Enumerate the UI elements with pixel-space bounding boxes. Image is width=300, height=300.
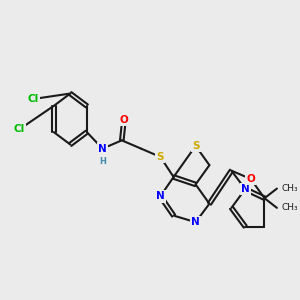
Text: Cl: Cl xyxy=(14,124,25,134)
Text: N: N xyxy=(191,217,200,227)
Text: O: O xyxy=(246,174,255,184)
Text: S: S xyxy=(157,152,164,162)
Text: N: N xyxy=(98,144,107,154)
Text: O: O xyxy=(120,115,128,125)
Text: N: N xyxy=(241,184,250,194)
Text: CH₃: CH₃ xyxy=(281,184,298,193)
Text: Cl: Cl xyxy=(28,94,39,104)
Text: H: H xyxy=(99,157,106,166)
Text: S: S xyxy=(192,141,200,151)
Text: CH₃: CH₃ xyxy=(281,203,298,212)
Text: N: N xyxy=(156,191,165,201)
